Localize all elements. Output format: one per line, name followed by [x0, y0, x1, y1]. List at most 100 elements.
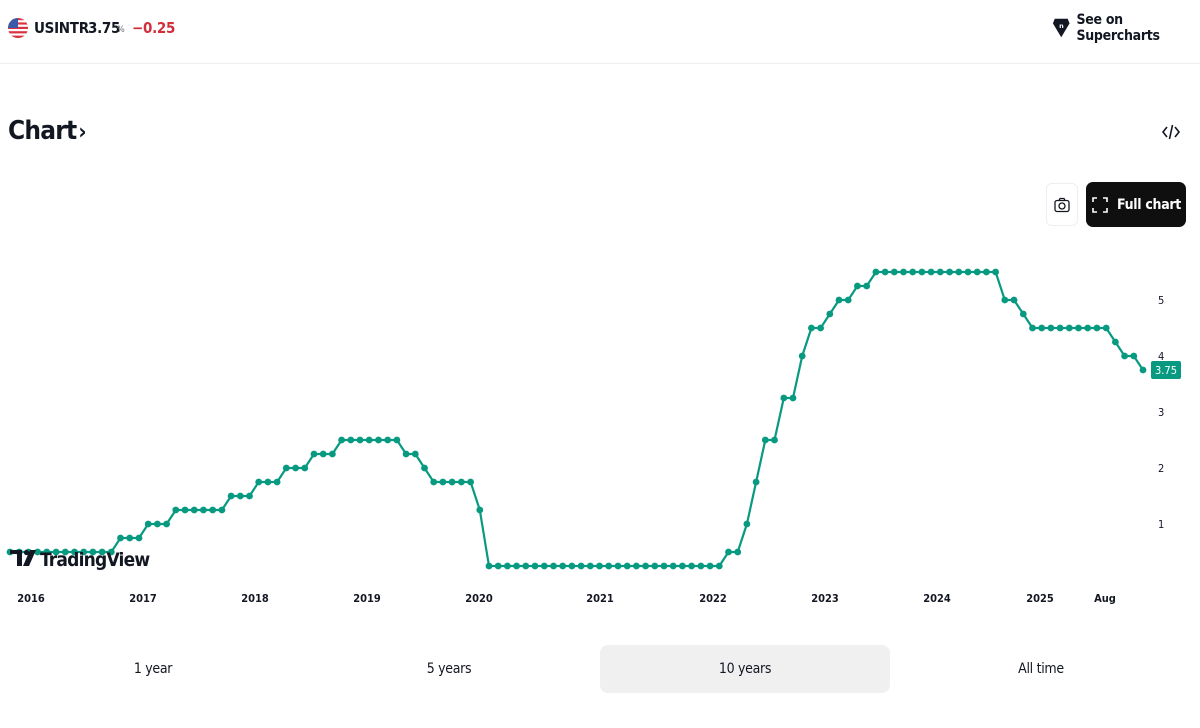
tradingview-watermark: TradingView: [40, 549, 150, 571]
data-point: [246, 492, 253, 500]
x-tick-label: 2016: [17, 592, 45, 605]
range-10-years[interactable]: 10 years: [600, 645, 890, 693]
code-icon[interactable]: [1160, 122, 1182, 142]
range-5-years[interactable]: 5 years: [304, 645, 594, 693]
data-point: [522, 562, 530, 570]
camera-icon: [1054, 197, 1070, 212]
data-point: [605, 562, 613, 570]
data-point: [881, 268, 889, 276]
data-point: [236, 492, 244, 500]
data-point: [476, 506, 484, 514]
data-point: [172, 506, 180, 514]
svg-text:n: n: [1059, 22, 1064, 30]
series-line: [10, 270, 1144, 568]
data-point: [697, 562, 705, 570]
data-point: [52, 548, 60, 556]
data-point: [964, 268, 972, 276]
tradingview-logo-slash: [23, 550, 36, 566]
data-point: [633, 562, 640, 570]
full-chart-label: Full chart: [1116, 196, 1182, 213]
data-point: [107, 548, 115, 556]
data-point: [1038, 324, 1046, 332]
data-point: [642, 562, 649, 570]
data-point: [789, 394, 797, 402]
data-point: [780, 394, 788, 402]
data-point: [890, 268, 898, 276]
data-point: [798, 352, 806, 360]
see-on-supercharts-link[interactable]: n See on Supercharts: [1052, 12, 1200, 44]
data-point: [126, 534, 134, 542]
range-all-time[interactable]: All time: [896, 645, 1186, 693]
chart-title-text: Chart: [8, 116, 77, 146]
data-point: [808, 324, 815, 332]
full-chart-button[interactable]: Full chart: [1086, 182, 1186, 227]
data-point: [955, 268, 963, 276]
data-point: [448, 478, 456, 486]
data-point: [1056, 324, 1064, 332]
rate-line-chart[interactable]: 1 2 3 4 5 2016 2017 2018 2019 2020 2021 2022 2023 202…: [0, 240, 1200, 615]
data-point: [909, 268, 917, 276]
data-point: [513, 562, 520, 570]
x-tick-label: 2023: [811, 592, 839, 605]
data-point: [43, 548, 51, 556]
data-point: [863, 282, 871, 290]
data-point: [163, 520, 171, 528]
data-point: [117, 534, 124, 542]
data-point: [1102, 324, 1110, 332]
data-point: [329, 450, 336, 458]
supercharts-icon: n: [1052, 18, 1070, 38]
data-point: [200, 506, 207, 514]
top-bar: USINTR 3.75 % −0.25 n See on Supercharts: [0, 0, 1200, 64]
symbol-name[interactable]: USINTR: [34, 19, 89, 37]
range-label: 10 years: [718, 661, 772, 677]
data-point: [356, 436, 364, 444]
data-point: [734, 548, 742, 556]
data-point: [402, 450, 410, 458]
price-change: −0.25: [132, 19, 176, 37]
data-point: [301, 464, 309, 472]
data-point: [771, 436, 778, 444]
data-point: [71, 548, 78, 556]
x-tick-label: 2021: [586, 592, 614, 605]
us-flag-icon: [8, 18, 28, 38]
snapshot-button[interactable]: [1046, 183, 1078, 226]
data-point: [292, 464, 299, 472]
data-point: [679, 562, 686, 570]
data-point: [61, 548, 69, 556]
data-point: [614, 562, 622, 570]
data-point: [946, 268, 953, 276]
data-point: [347, 436, 355, 444]
chevron-right-icon: ›: [78, 120, 86, 145]
data-point: [1093, 324, 1101, 332]
data-point: [973, 268, 981, 276]
range-1-year[interactable]: 1 year: [8, 645, 298, 693]
x-tick-label: Aug: [1094, 592, 1116, 605]
data-point: [1029, 324, 1036, 332]
data-point: [255, 478, 263, 486]
data-point: [421, 464, 428, 472]
data-point: [531, 562, 539, 570]
data-point: [725, 548, 732, 556]
data-point: [430, 478, 438, 486]
data-point: [458, 478, 465, 486]
data-point: [365, 436, 373, 444]
data-point: [181, 506, 189, 514]
data-point: [927, 268, 935, 276]
x-tick-label: 2025: [1026, 592, 1054, 605]
data-point: [282, 464, 290, 472]
data-point: [393, 436, 401, 444]
tradingview-logo-dot: [23, 549, 30, 556]
tradingview-logo-icon: [10, 550, 22, 566]
data-point: [540, 562, 548, 570]
data-point: [1001, 296, 1009, 304]
data-point: [485, 562, 493, 570]
data-point: [98, 548, 106, 556]
data-point: [651, 562, 659, 570]
data-point: [826, 310, 834, 318]
data-point: [844, 296, 852, 304]
data-point: [1130, 352, 1138, 360]
chart-section-title[interactable]: Chart›: [8, 116, 87, 146]
data-point: [154, 520, 161, 528]
price-unit: %: [117, 25, 125, 35]
data-point: [310, 450, 318, 458]
